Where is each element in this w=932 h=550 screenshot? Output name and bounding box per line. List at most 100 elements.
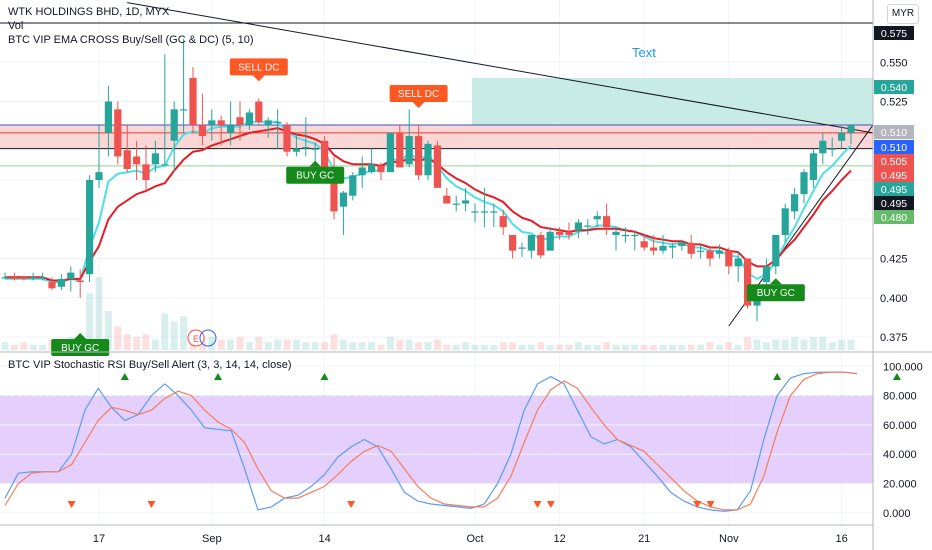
currency-button[interactable]: MYR	[887, 4, 919, 24]
candle	[565, 222, 573, 240]
candle-body	[443, 195, 451, 204]
candle	[828, 137, 836, 157]
candle-body	[321, 140, 329, 168]
candle-body	[462, 200, 470, 204]
candle	[358, 156, 366, 188]
volume-bar	[424, 342, 432, 350]
candle-body	[133, 156, 141, 165]
candle-body	[706, 250, 714, 259]
candle	[480, 187, 488, 228]
candle	[161, 54, 169, 166]
candle	[621, 227, 629, 243]
volume-bar	[330, 334, 338, 350]
candle	[847, 125, 855, 144]
candle	[734, 250, 742, 283]
volume-bar	[509, 342, 517, 350]
candle	[10, 272, 18, 281]
candle-body	[415, 136, 423, 176]
candle-body	[349, 175, 357, 196]
volume-bar	[433, 339, 441, 350]
ema-indicator-label[interactable]: BTC VIP EMA CROSS Buy/Sell (GC & DC) (5,…	[8, 34, 254, 46]
candle-body	[1, 277, 9, 279]
candle-body	[828, 148, 836, 150]
chart-title: WTK HOLDINGS BHD, 1D, MYX	[8, 6, 170, 18]
candle	[518, 242, 526, 257]
candle-body	[687, 242, 695, 254]
earnings-letter: E	[193, 334, 199, 344]
buy-alert-arrow	[120, 373, 129, 380]
candle-body	[565, 231, 573, 235]
volume-bar	[180, 316, 188, 350]
stoch-indicator-label[interactable]: BTC VIP Stochastic RSI Buy/Sell Alert (3…	[8, 359, 292, 371]
candle-body	[405, 136, 413, 165]
candle	[86, 175, 94, 283]
candle-body	[659, 245, 667, 251]
candle	[800, 169, 808, 204]
candle-body	[330, 167, 338, 212]
volume-bar	[800, 339, 808, 350]
candle-body	[245, 112, 253, 126]
candle-body	[274, 121, 282, 124]
candle	[151, 140, 159, 173]
candle-body	[396, 132, 404, 168]
candle	[377, 162, 385, 180]
volume-bar	[527, 344, 535, 350]
y-tick-label: 40.000	[883, 449, 917, 461]
volume-bar	[725, 342, 733, 350]
volume-bar	[565, 344, 573, 350]
buy-arrow	[74, 333, 87, 339]
volume-bar	[227, 339, 235, 350]
candle	[838, 125, 846, 149]
volume-bar	[819, 337, 827, 350]
candle-body	[123, 150, 131, 170]
candle	[57, 274, 65, 290]
volume-bar	[104, 311, 112, 350]
candle	[781, 203, 789, 243]
candle-body	[715, 250, 723, 254]
text-annotation[interactable]: Text	[632, 45, 656, 60]
y-tick-label: 0.525	[880, 97, 908, 109]
volume-bar	[339, 339, 347, 350]
candle-body	[518, 247, 526, 249]
candles	[1, 38, 855, 322]
candle-body	[227, 125, 235, 133]
candle-body	[546, 231, 554, 251]
candle-body	[574, 222, 582, 231]
x-tick-label: 21	[638, 533, 650, 545]
candle	[396, 125, 404, 168]
x-tick-label: 14	[318, 533, 330, 545]
volume-bar	[358, 342, 366, 350]
volume-bar	[368, 342, 376, 350]
earnings-circle	[187, 329, 205, 347]
candle	[433, 140, 441, 188]
candle-body	[556, 231, 564, 235]
price-badge-label: 0.510	[881, 142, 907, 154]
candle-body	[142, 164, 150, 180]
volume-bar	[264, 342, 272, 350]
volume-bar	[86, 292, 94, 350]
x-tick-label: 12	[553, 533, 565, 545]
candle-body	[603, 216, 611, 228]
volume-bar	[443, 344, 451, 350]
candle-body	[208, 120, 216, 126]
candle-body	[10, 277, 18, 279]
volume-bar	[151, 339, 159, 350]
candle	[659, 234, 667, 254]
volume-bar	[603, 342, 611, 350]
volume-bar	[847, 339, 855, 350]
y-tick-label: 0.375	[880, 332, 908, 344]
candle-body	[509, 234, 517, 251]
candle-body	[198, 125, 206, 137]
candle-body	[255, 101, 263, 122]
buy-signal: BUY GC	[746, 278, 805, 302]
stoch-k-line	[4, 371, 858, 512]
sell-alert-arrow	[533, 501, 542, 508]
candle-body	[697, 250, 705, 252]
y-tick-label: 0.550	[880, 57, 908, 69]
candle-body	[838, 132, 846, 141]
candle	[95, 125, 103, 188]
dividend-circle	[199, 329, 217, 347]
price-badge-label: 0.495	[881, 198, 907, 210]
volume-bar	[490, 344, 498, 350]
